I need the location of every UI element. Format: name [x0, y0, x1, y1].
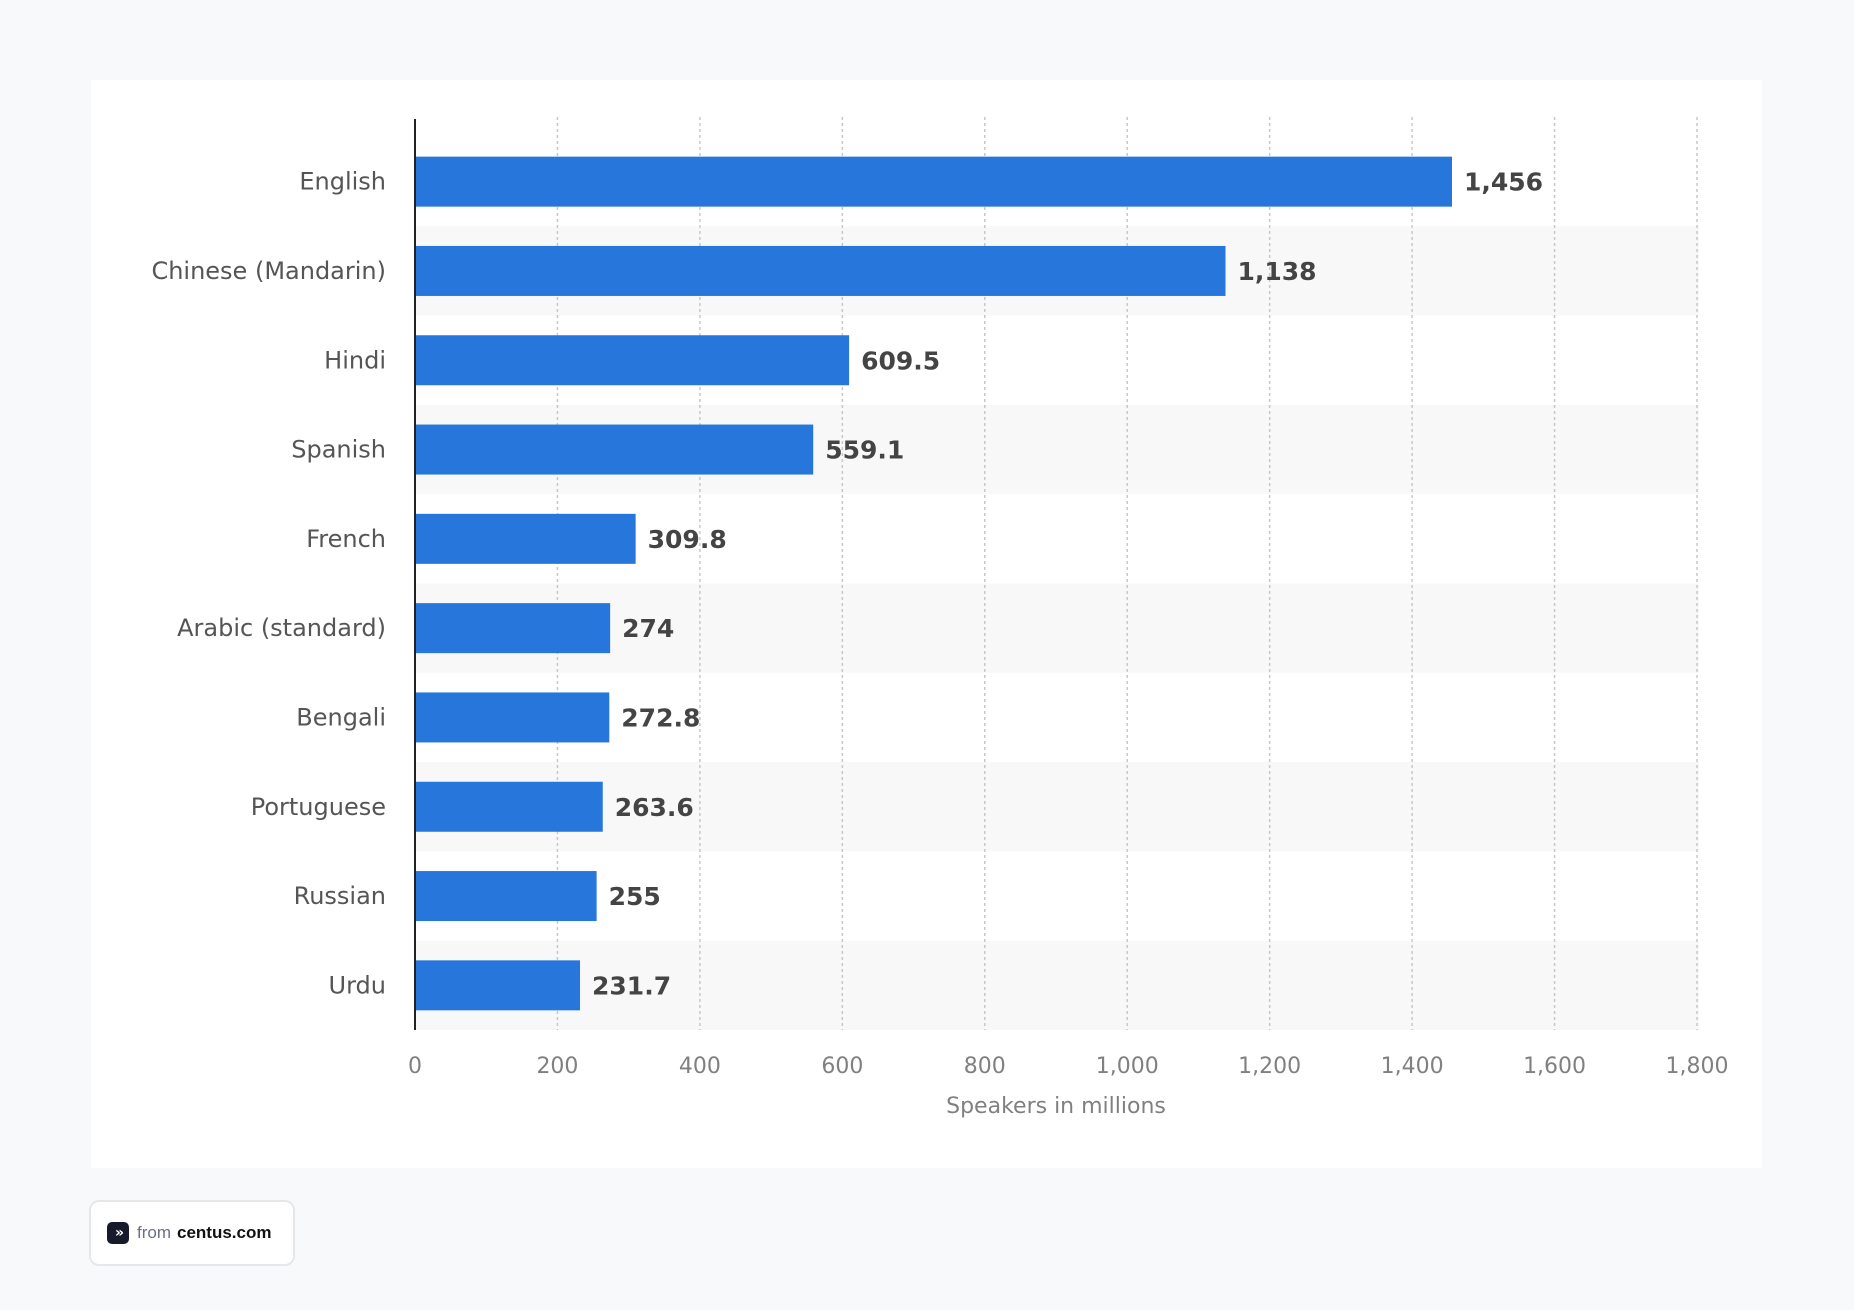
x-tick-label: 1,200 [1238, 1054, 1301, 1079]
x-axis-title: Speakers in millions [946, 1094, 1166, 1119]
bar-chart: 0 200 400 600 800 1,000 1,200 1,400 1,600 1,800 En… [151, 117, 1729, 1119]
category-label: Arabic (standard) [177, 614, 386, 642]
category-label: Russian [294, 882, 386, 910]
data-label: 255 [609, 882, 661, 911]
category-label: Hindi [324, 346, 386, 374]
data-label: 263.6 [615, 793, 694, 822]
bar [415, 781, 603, 832]
x-tick-label: 1,800 [1666, 1054, 1729, 1079]
data-label: 1,138 [1238, 257, 1317, 286]
data-label: 609.5 [861, 346, 940, 375]
category-label: Portuguese [251, 793, 386, 821]
category-label: French [306, 525, 386, 553]
category-label: Bengali [296, 703, 386, 731]
x-tick-label: 600 [821, 1054, 863, 1079]
bar [415, 424, 814, 475]
bar [415, 245, 1226, 296]
row-band [415, 762, 1699, 852]
data-label: 231.7 [592, 971, 671, 1000]
bar [415, 603, 611, 654]
row-band [415, 940, 1699, 1030]
double-chevron-right-icon: » [107, 1222, 129, 1244]
x-tick-label: 1,600 [1523, 1054, 1586, 1079]
bar [415, 871, 597, 922]
chart-card: 0 200 400 600 800 1,000 1,200 1,400 1,600 1,800 En… [91, 80, 1762, 1168]
data-label: 274 [622, 614, 674, 643]
bar [415, 692, 610, 743]
badge-site-link[interactable]: centus.com [177, 1223, 272, 1242]
x-tick-label: 200 [536, 1054, 578, 1079]
x-tick-label: 800 [964, 1054, 1006, 1079]
data-label: 272.8 [621, 703, 700, 732]
bar [415, 335, 850, 386]
category-label: Urdu [329, 971, 386, 999]
bar [415, 960, 581, 1011]
x-tick-label: 400 [679, 1054, 721, 1079]
category-label: Spanish [291, 436, 386, 464]
badge-from-text: from [137, 1223, 171, 1242]
x-tick-label: 1,000 [1096, 1054, 1159, 1079]
data-label: 309.8 [648, 525, 727, 554]
x-tick-label: 0 [408, 1054, 422, 1079]
bar [415, 156, 1452, 207]
x-tick-label: 1,400 [1381, 1054, 1444, 1079]
data-label: 1,456 [1464, 168, 1543, 197]
bar [415, 513, 636, 564]
source-badge[interactable]: » from centus.com [89, 1200, 295, 1266]
row-band [415, 583, 1699, 673]
data-label: 559.1 [825, 436, 904, 465]
category-label: English [299, 168, 386, 196]
category-label: Chinese (Mandarin) [151, 257, 386, 285]
